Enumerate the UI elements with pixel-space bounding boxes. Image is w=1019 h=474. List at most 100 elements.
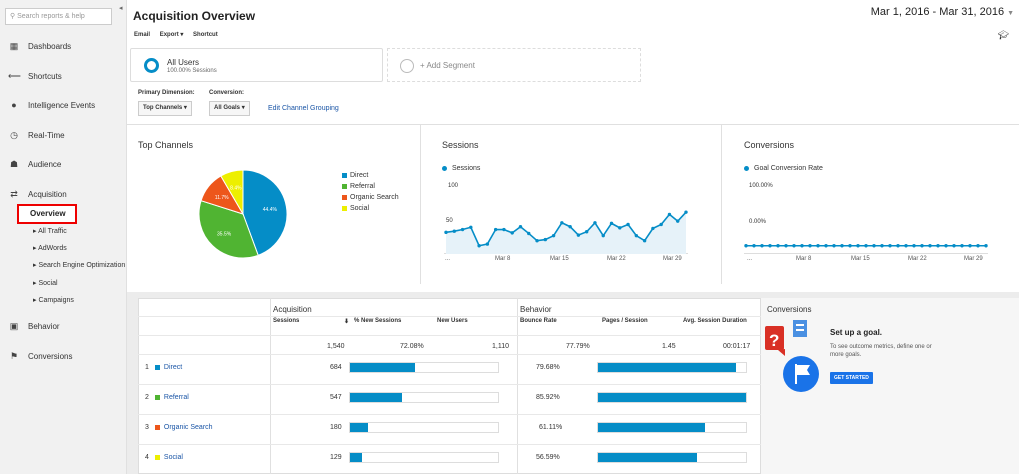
data-point xyxy=(642,239,647,243)
sidebar-item-adwords[interactable]: ▸ AdWords xyxy=(33,245,67,252)
sidebar-item-real-time[interactable]: ◷ Real-Time xyxy=(8,128,65,142)
col-sessions[interactable]: Sessions xyxy=(273,318,300,324)
add-segment-button[interactable]: + Add Segment xyxy=(387,48,641,82)
channel-link[interactable]: Referral xyxy=(163,394,189,401)
conversion-select[interactable]: All Goals ▾ xyxy=(209,101,250,116)
data-point xyxy=(568,225,572,229)
data-point xyxy=(800,244,804,248)
data-point xyxy=(912,244,916,248)
x-tick: Mar 8 xyxy=(495,256,511,262)
segment-name: All Users xyxy=(167,58,200,67)
sidebar-item-overview-label: Overview xyxy=(30,209,66,218)
data-point xyxy=(460,227,465,232)
col-avg-duration[interactable]: Avg. Session Duration xyxy=(683,318,747,324)
channel-link[interactable]: Social xyxy=(163,454,183,461)
data-point xyxy=(601,233,605,238)
data-point xyxy=(576,233,581,237)
col-new-users[interactable]: New Users xyxy=(437,318,468,324)
data-point xyxy=(944,244,948,248)
total-new-sessions: 72.08% xyxy=(400,343,424,350)
divider xyxy=(138,354,761,355)
data-point xyxy=(840,244,844,248)
total-sessions: 1,540 xyxy=(327,343,345,350)
data-point xyxy=(864,244,868,248)
flag-icon: ⚑ xyxy=(9,350,19,361)
shortcut-button[interactable]: Shortcut xyxy=(193,32,218,38)
legend-organic: Organic Search xyxy=(342,194,399,201)
primary-dimension-label: Primary Dimension: xyxy=(138,90,195,96)
channel-link[interactable]: Organic Search xyxy=(163,424,213,431)
search-icon: ⚲ xyxy=(10,13,16,20)
sidebar-item-shortcuts[interactable]: ⟵ Shortcuts xyxy=(8,70,62,81)
x-tick: Mar 29 xyxy=(964,256,983,262)
sidebar-item-campaigns[interactable]: ▸ Campaigns xyxy=(33,297,74,304)
get-started-button[interactable]: GET STARTED xyxy=(830,372,873,384)
sidebar-item-dashboards[interactable]: ▦ Dashboards xyxy=(9,40,72,51)
sidebar-item-acquisition[interactable]: ⇄ Acquisition xyxy=(8,187,66,201)
data-point xyxy=(960,244,964,248)
sidebar-item-overview[interactable] xyxy=(17,204,77,224)
date-range-picker[interactable]: Mar 1, 2016 - Mar 31, 2016 ▼ xyxy=(871,6,1014,18)
y-tick: 50 xyxy=(446,218,453,224)
divider xyxy=(517,298,518,474)
top-channels-pie-chart: 44.4% 35.5% 11.7%8.4% xyxy=(198,169,288,259)
y-tick: 100 xyxy=(448,183,459,189)
col-new-sessions[interactable]: % New Sessions xyxy=(354,318,402,324)
shortcuts-icon: ⟵ xyxy=(8,70,21,81)
swatch-referral xyxy=(154,395,160,400)
add-segment-label: + Add Segment xyxy=(420,61,475,70)
sidebar-item-social[interactable]: ▸ Social xyxy=(33,280,58,287)
divider xyxy=(138,335,761,336)
data-point xyxy=(824,244,828,248)
data-point xyxy=(768,244,772,248)
bar-fill xyxy=(350,393,402,402)
col-pages-session[interactable]: Pages / Session xyxy=(602,318,648,324)
data-point xyxy=(808,244,812,248)
primary-dimension-select[interactable]: Top Channels ▾ xyxy=(138,101,192,116)
segment-sub: 100.00% Sessions xyxy=(167,68,217,74)
pie-label: 11.7% xyxy=(215,195,229,201)
legend-swatch xyxy=(342,206,347,211)
data-point xyxy=(872,244,876,248)
sidebar-item-audience[interactable]: ☗ Audience xyxy=(9,158,62,169)
people-icon: ☗ xyxy=(9,158,19,169)
sidebar-item-intelligence-events[interactable]: ● Intelligence Events xyxy=(8,98,95,112)
segment-all-users[interactable]: All Users 100.00% Sessions xyxy=(130,48,383,82)
sidebar-item-seo[interactable]: ▸ Search Engine Optimization xyxy=(33,262,126,269)
bar-fill xyxy=(350,453,362,462)
edit-channel-grouping-link[interactable]: Edit Channel Grouping xyxy=(268,105,339,112)
export-button[interactable]: Export ▾ xyxy=(159,32,184,38)
channel-link[interactable]: Direct xyxy=(163,364,183,371)
search-input[interactable]: ⚲ Search reports & help xyxy=(5,8,112,25)
sort-arrow-icon: ⬇ xyxy=(344,319,350,325)
data-point xyxy=(560,221,564,225)
data-point xyxy=(667,212,672,217)
data-point xyxy=(676,219,680,223)
chevron-down-icon: ▼ xyxy=(1007,10,1014,17)
data-point xyxy=(543,237,548,242)
divider xyxy=(138,414,761,415)
bulb-icon: ● xyxy=(11,100,17,110)
caret-left-icon[interactable]: ◂ xyxy=(119,5,123,12)
col-bounce-rate[interactable]: Bounce Rate xyxy=(520,318,557,324)
sidebar-item-behavior[interactable]: ▣ Behavior xyxy=(9,320,60,331)
cell-sessions: 547 xyxy=(330,394,342,401)
x-tick: Mar 8 xyxy=(796,256,812,262)
x-tick: ... xyxy=(445,256,451,262)
bounce-bar xyxy=(597,422,747,433)
x-tick: ... xyxy=(747,256,753,262)
pie-label: 35.5% xyxy=(217,232,232,238)
legend-direct: Direct xyxy=(342,172,368,179)
bar-fill xyxy=(598,453,698,462)
data-point xyxy=(584,230,589,234)
data-point xyxy=(502,227,506,232)
divider xyxy=(138,444,761,445)
graduation-cap-icon[interactable]: 🎓︎ xyxy=(997,30,1009,40)
sidebar-item-all-traffic[interactable]: ▸ All Traffic xyxy=(33,228,67,235)
conversion-label: Conversion: xyxy=(209,90,245,96)
data-point xyxy=(518,225,523,229)
divider xyxy=(138,384,761,385)
data-point xyxy=(626,222,630,227)
sidebar-item-conversions[interactable]: ⚑ Conversions xyxy=(9,350,73,361)
email-button[interactable]: Email xyxy=(134,32,151,38)
